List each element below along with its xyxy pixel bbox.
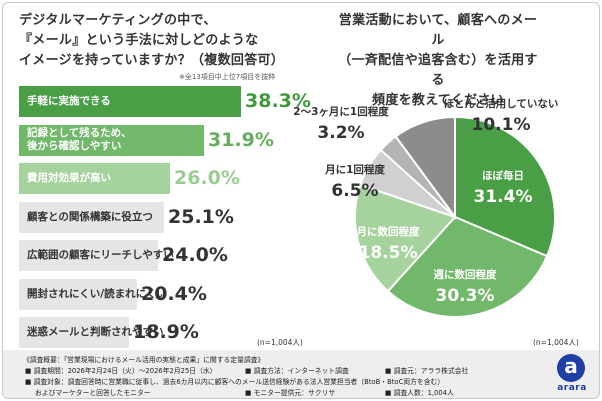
- footer-target-cont: およびマーケターと回答したモニター: [35, 389, 151, 397]
- pie-value-0: 31.4%: [474, 187, 533, 207]
- pie-slice-0: [454, 115, 556, 258]
- pie-label-3: 月に1回程度: [324, 163, 385, 176]
- bar-label-line: 開封されにくい/読まれにくい: [27, 287, 167, 300]
- bar-value-4: 24.0%: [162, 244, 228, 266]
- pie-value-2: 18.5%: [359, 243, 418, 263]
- pie-value-3: 6.5%: [331, 181, 378, 201]
- footer-provider: ■ モニター提供元：サクリサ: [245, 389, 336, 397]
- bar-0: [19, 86, 241, 117]
- footer-summary-title: 《調査概要：「営業現場におけるメール活用の実態と成果」に関する定量調査》: [23, 356, 265, 364]
- bar-2: [19, 163, 170, 194]
- bar-label-line: 記録として残るため、: [27, 127, 132, 139]
- bar-4: [19, 240, 158, 271]
- right-chart-title: 営業活動において、顧客へのメール （一斉配信や追客含む）を活用する 頻度を教えて…: [333, 11, 543, 111]
- pie-value-1: 30.3%: [436, 286, 495, 306]
- bar-label-line: 広範囲の顧客にリーチしやすい: [27, 249, 174, 261]
- bar-label-1: 記録として残るため、 後から確認しやすい: [27, 127, 132, 153]
- left-title-line-1: デジタルマーケティングの中で、: [19, 13, 217, 28]
- right-title-line-1: 営業活動において、顧客へのメール: [338, 13, 538, 48]
- bar-label-4: 広範囲の顧客にリーチしやすい: [27, 249, 174, 262]
- right-title-line-3: 頻度を教えてください: [372, 93, 504, 108]
- left-sample-size: (n=1,004人): [257, 338, 303, 347]
- left-chart-title: デジタルマーケティングの中で、 『メール』という手法に対しどのような イメージを…: [19, 11, 284, 71]
- footer-target: ■ 調査対象：調査回答時に営業職に従事し、過去6カ月以内に顧客へのメール送信経験…: [25, 378, 445, 386]
- bar-label-line: 費用対効果が高い: [27, 172, 111, 184]
- pie-chart: ほぼ毎日 31.4% 週に数回程度 30.3% 月に数回程度 18.5% 月に1回程度 6.5…: [293, 97, 559, 318]
- pie-label-4: 2～3ヶ月に1回程度: [293, 105, 389, 118]
- right-sample-size: (n=1,004人): [533, 338, 579, 347]
- survey-footer: 《調査概要：「営業現場におけるメール活用の実態と成果」に関する定量調査》 ■ 調…: [3, 350, 599, 398]
- arara-logo-text: arara: [557, 383, 587, 393]
- footer-method: ■ 調査方法：インターネット調査: [245, 367, 349, 375]
- bar-label-6: 迷惑メールと判断されやすい: [27, 326, 164, 339]
- left-chart-note: ※全13項目中上位7項目を抜粋: [179, 73, 276, 81]
- left-title-line-3: イメージを持っていますか？（複数回答可）: [19, 53, 285, 68]
- bar-value-6: 18.9%: [133, 321, 199, 343]
- pie-value-5: 10.1%: [472, 115, 531, 135]
- pie-label-1: 週に数回程度: [434, 268, 497, 281]
- bar-6: [19, 317, 129, 348]
- bar-3: [19, 201, 164, 233]
- pie-slice-5: [394, 115, 456, 221]
- bar-label-0: 手軽に実施できる: [27, 95, 111, 108]
- bar-label-3: 顧客との関係構築に役立つ: [27, 211, 153, 224]
- pie-label-5: ほとんど活用していない: [444, 97, 559, 110]
- bar-label-line: 迷惑メールと判断されやすい: [27, 326, 164, 338]
- bar-value-5: 20.4%: [141, 282, 207, 305]
- pie-label-0: ほぼ毎日: [482, 169, 524, 182]
- bar-value-0: 38.3%: [245, 90, 311, 112]
- pie-slice-2: [354, 183, 457, 293]
- right-title-line-2: （一斉配信や追客含む）を活用する: [338, 53, 538, 88]
- pie-value-4: 3.2%: [317, 123, 364, 143]
- bar-label-2: 費用対効果が高い: [27, 172, 111, 185]
- bar-label-5: 開封されにくい/読まれにくい: [27, 288, 167, 301]
- footer-period: ■ 調査期間：2026年2月24日（火）～2026年2月25日（水）: [25, 367, 217, 375]
- pie-label-2: 月に数回程度: [356, 225, 420, 238]
- footer-source: ■ 調査元：アララ株式会社: [385, 367, 469, 375]
- left-title-line-2: 『メール』という手法に対しどのような: [19, 33, 259, 48]
- pie-slice-1: [386, 215, 549, 318]
- bar-value-1: 31.9%: [208, 128, 274, 151]
- bar-5: [19, 278, 137, 310]
- bar-1: [19, 124, 204, 156]
- arara-logo-icon: a: [557, 354, 585, 382]
- bar-label-line: 顧客との関係構築に役立つ: [27, 210, 153, 223]
- bar-value-3: 25.1%: [168, 205, 234, 228]
- bar-chart: 手軽に実施できる 38.3% 記録として残るため、 後から確認しやすい 31.9% 費用対…: [3, 3, 311, 348]
- bar-label-line: 手軽に実施できる: [27, 95, 111, 107]
- bar-label-line: 後から確認しやすい: [27, 140, 122, 152]
- footer-count: ■ 調査人数：1,004人: [385, 389, 454, 397]
- bar-value-2: 26.0%: [174, 167, 240, 189]
